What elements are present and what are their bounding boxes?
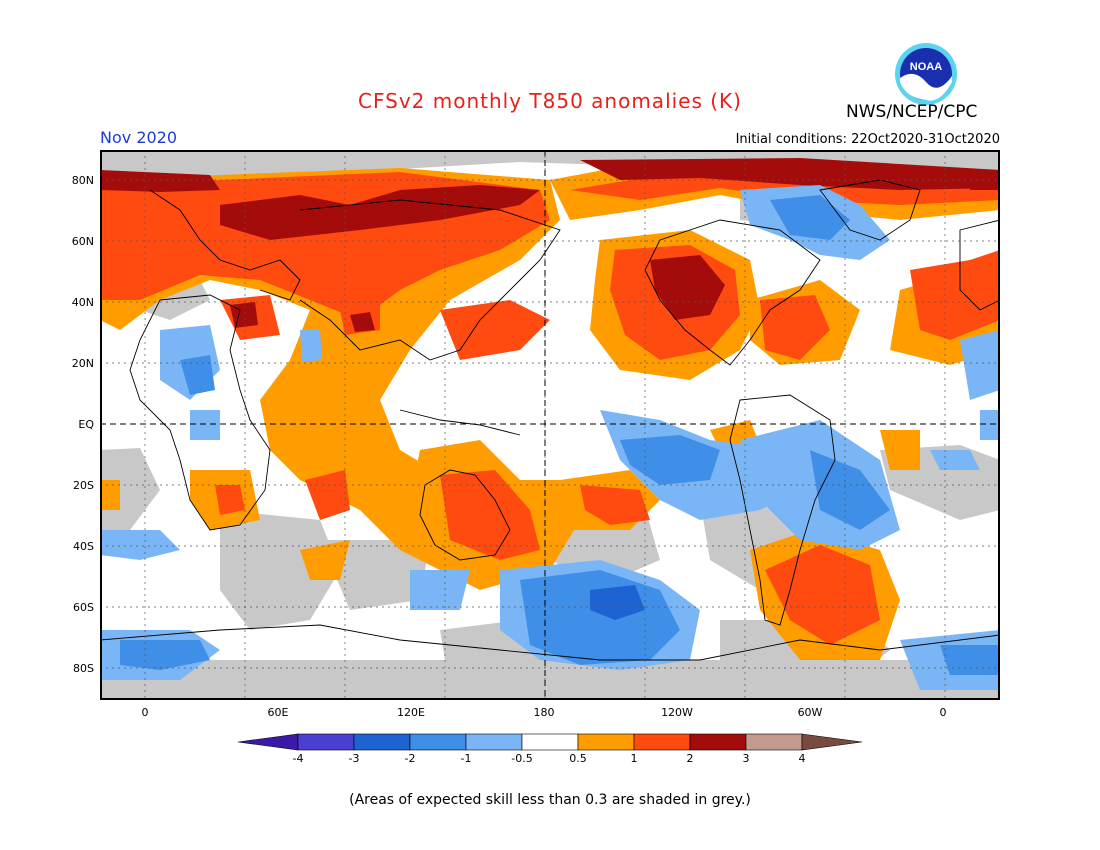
lat-tick-label: 20N [71,357,94,370]
svg-text:NOAA: NOAA [910,61,942,73]
chart-title: CFSv2 monthly T850 anomalies (K) [358,89,742,113]
colorbar-tick-label: -0.5 [511,752,533,765]
warm-anomaly-2-3 [100,158,1000,332]
colorbar-segment [409,733,467,751]
lat-tick-label: 40S [73,540,94,553]
lon-tick-label: 0 [141,706,149,719]
lat-tick-label: 80S [73,662,94,675]
lon-tick-label: 60E [267,706,289,719]
colorbar-tick-label: -2 [404,752,416,765]
cool-anomaly-2-3 [590,585,645,620]
lon-tick-label: 180 [533,706,555,719]
colorbar-tick-label: -4 [292,752,304,765]
colorbar-arrow-low [238,733,299,751]
lat-tick-label: 80N [71,174,94,187]
lat-tick-label: 20S [73,479,94,492]
anomaly-map [100,150,1000,700]
colorbar-segment [297,733,355,751]
colorbar-segment [353,733,411,751]
colorbar-segment [689,733,747,751]
equator-dateline [100,150,1000,700]
colorbar-tick-label: -1 [460,752,472,765]
lat-tick-label: 40N [71,296,94,309]
lon-tick-label: 120E [397,706,425,719]
colorbar-arrow-high [801,733,862,751]
colorbar-tick-label: 1 [630,752,638,765]
lat-tick-label: 60N [71,235,94,248]
agency-label: NWS/NCEP/CPC [846,102,978,122]
initial-conditions: Initial conditions: 22Oct2020-31Oct2020 [735,132,1000,147]
colorbar-segment [521,733,579,751]
colorbar-tick-label: 3 [742,752,750,765]
skill-note: (Areas of expected skill less than 0.3 a… [349,792,751,808]
lon-tick-label: 120W [661,706,693,719]
noaa-logo: NOAA [894,42,958,106]
cool-anomaly-1-2 [120,195,1000,675]
colorbar-segment [577,733,635,751]
valid-month: Nov 2020 [100,128,178,147]
colorbar-tick-label: 0.5 [569,752,587,765]
lat-tick-label: EQ [78,418,94,431]
colorbar-segment [745,733,803,751]
colorbar [238,733,862,751]
colorbar-segment [633,733,691,751]
colorbar-tick-label: 4 [798,752,806,765]
map-frame [100,150,1000,700]
lon-tick-label: 60W [797,706,823,719]
colorbar-tick-label: 2 [686,752,694,765]
colorbar-tick-label: -3 [348,752,360,765]
colorbar-segment [465,733,523,751]
lat-tick-label: 60S [73,601,94,614]
lon-tick-label: 0 [939,706,947,719]
